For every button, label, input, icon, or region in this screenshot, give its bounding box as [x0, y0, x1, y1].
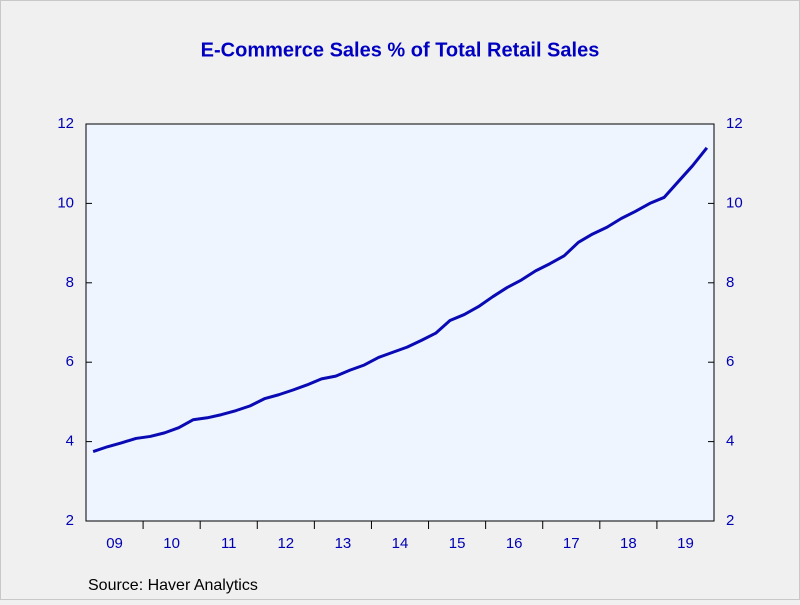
x-tick-label: 11: [221, 535, 237, 552]
plot-area: [85, 123, 715, 522]
x-tick-label: 18: [620, 535, 637, 552]
x-tick-label: 15: [449, 535, 466, 552]
x-tick-label: 17: [563, 535, 580, 552]
y2-tick-label: 8: [726, 274, 734, 291]
x-tick-label: 19: [677, 535, 694, 552]
y-tick-label: 6: [66, 353, 74, 370]
y-tick-label: 8: [66, 274, 74, 291]
x-tick-label: 13: [335, 535, 352, 552]
y2-tick-label: 10: [726, 194, 743, 211]
x-tick-label: 14: [392, 535, 409, 552]
x-tick-label: 12: [277, 535, 294, 552]
x-tick-label: 16: [506, 535, 523, 552]
y-tick-label: 10: [57, 194, 74, 211]
y2-tick-label: 4: [726, 433, 734, 450]
x-tick-label: 09: [106, 535, 123, 552]
series-line: [92, 146, 709, 453]
chart-title: E-Commerce Sales % of Total Retail Sales: [201, 39, 600, 61]
y-tick-label: 2: [66, 512, 74, 529]
y-tick-label: 4: [66, 433, 74, 450]
y2-tick-label: 2: [726, 512, 734, 529]
source-note: Source: Haver Analytics: [88, 577, 258, 594]
y-tick-label: 12: [57, 115, 74, 132]
x-tick-label: 10: [163, 535, 180, 552]
y2-tick-label: 6: [726, 353, 734, 370]
y2-tick-label: 12: [726, 115, 743, 132]
